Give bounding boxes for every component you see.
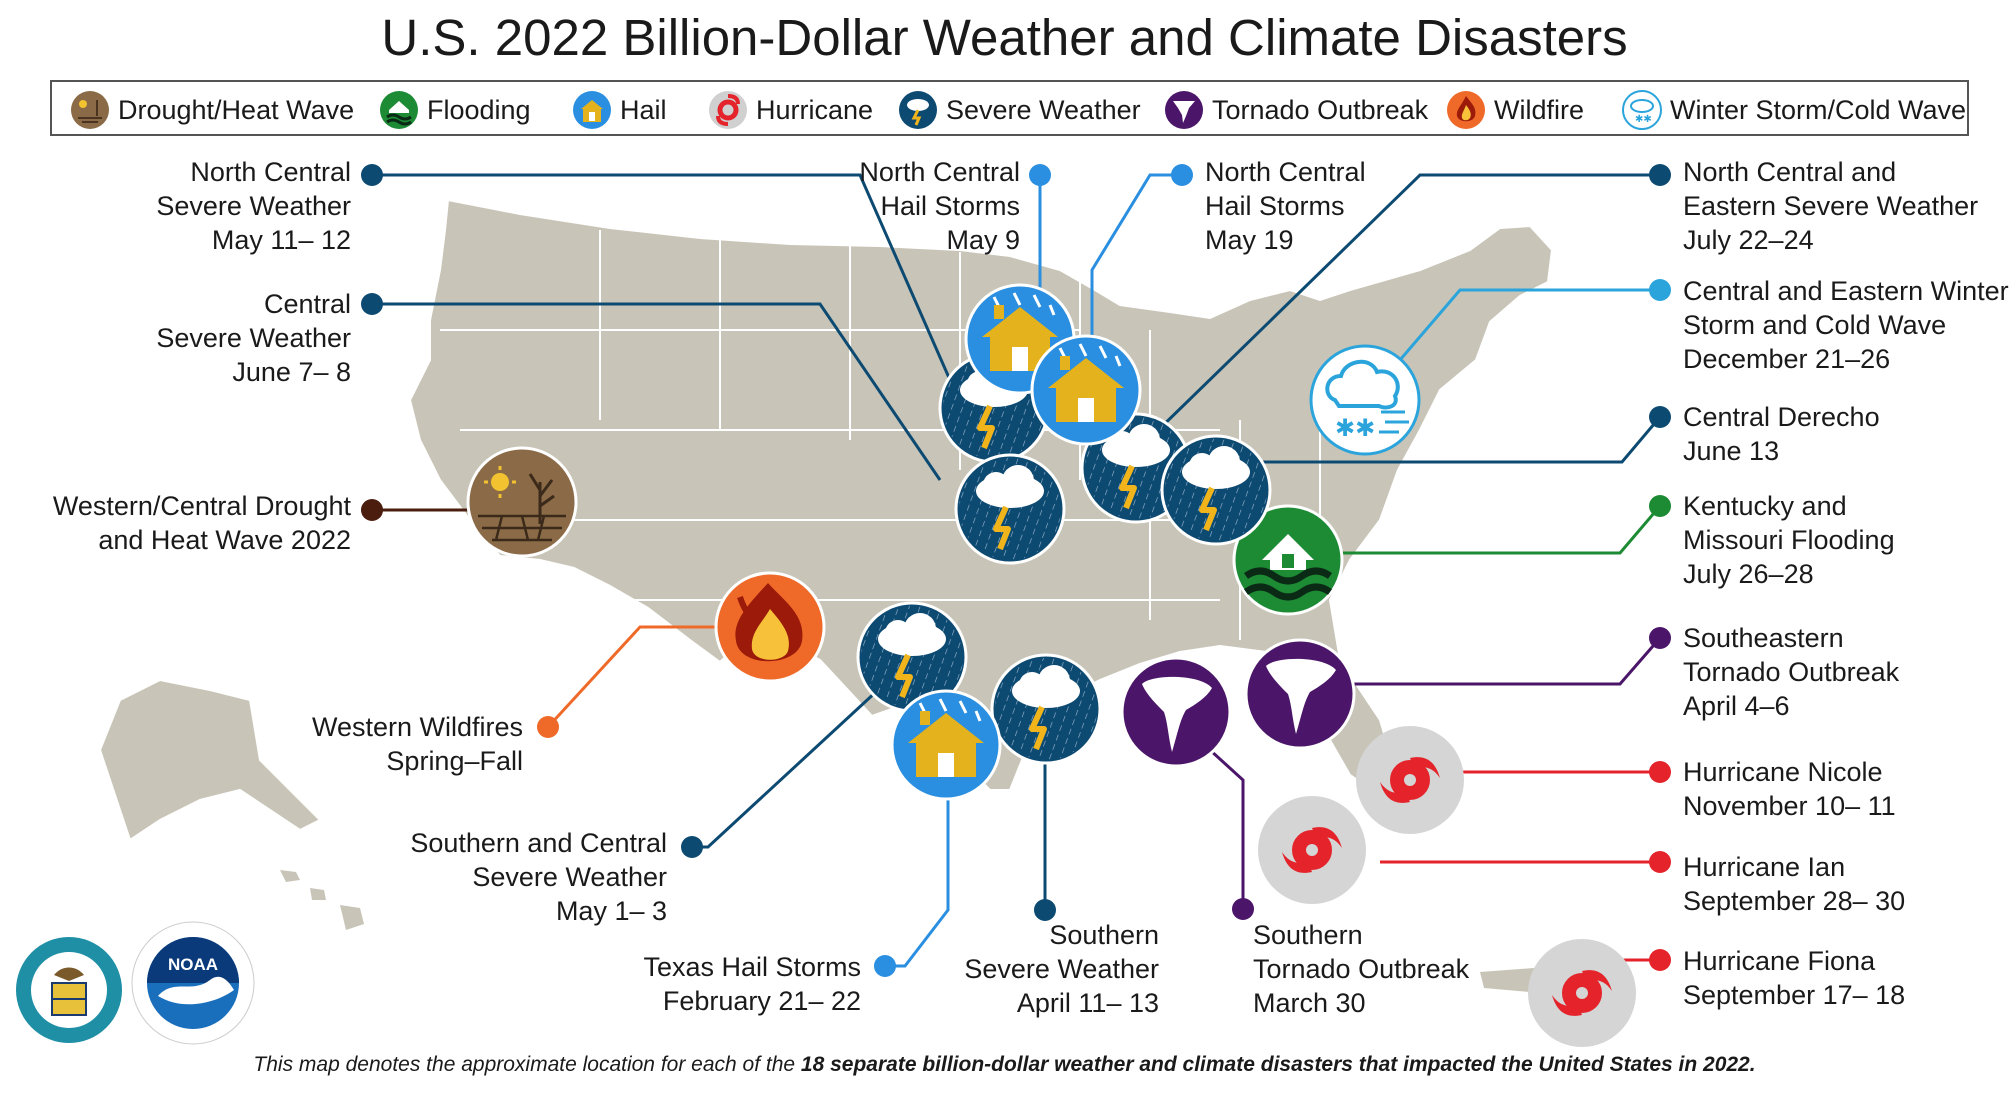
event-label-southern-tornado-outbreak: Southern Tornado Outbreak March 30	[1253, 920, 1470, 1018]
legend-label: Flooding	[427, 94, 531, 125]
legend-item-severe-weather: Severe Weather	[898, 88, 1141, 132]
alaska-land	[98, 678, 322, 842]
legend-item-hail: Hail	[572, 88, 667, 132]
event-label-hail-may-19: North Central Hail Storms May 19	[1205, 157, 1366, 255]
tornado-marker-southeastern	[1244, 638, 1356, 750]
event-label-texas-hail-storms: Texas Hail Storms February 21– 22	[643, 952, 861, 1016]
hail-marker-may-19	[1030, 334, 1142, 446]
hurricane-marker-ian	[1258, 796, 1366, 904]
event-label-kentucky-missouri-flooding: Kentucky and Missouri Flooding July 26–28	[1683, 491, 1895, 589]
legend-label: Hail	[620, 94, 667, 125]
wildfire-icon	[1447, 91, 1485, 129]
event-label-drought-heat-wave: Western/Central Drought and Heat Wave 202…	[52, 491, 351, 555]
event-label-north-central-severe-weather: North Central Severe Weather May 11– 12	[156, 157, 351, 255]
legend-label: Severe Weather	[946, 94, 1141, 125]
svg-text:NOAA: NOAA	[168, 955, 218, 974]
flooding-marker	[1232, 504, 1344, 616]
svg-text:✱✱: ✱✱	[1635, 114, 1652, 125]
event-label-hurricane-nicole: Hurricane Nicole November 10– 11	[1683, 757, 1896, 821]
severe-weather-marker-central-derecho	[1162, 436, 1270, 544]
severe-weather-marker-central	[956, 455, 1064, 563]
tornado-icon	[1165, 91, 1203, 129]
event-label-central-severe-weather: Central Severe Weather June 7– 8	[156, 289, 351, 387]
department-of-commerce-seal	[16, 937, 122, 1043]
noaa-seal: NOAA	[131, 921, 255, 1045]
legend-label: Wildfire	[1494, 94, 1585, 125]
drought-marker	[466, 446, 578, 558]
hurricane-marker-fiona	[1528, 939, 1636, 1047]
legend-label: Winter Storm/Cold Wave	[1670, 94, 1967, 125]
event-label-north-central-eastern-severe-weather: North Central and Eastern Severe Weather J…	[1683, 157, 1979, 255]
legend-item-flooding: Flooding	[379, 88, 531, 132]
event-label-central-derecho: Central Derecho June 13	[1683, 402, 1880, 466]
event-label-winter-storm: Central and Eastern Winter Storm and Cold…	[1683, 276, 2009, 374]
event-label-southern-central-severe-weather: Southern and Central Severe Weather May 1–…	[410, 828, 667, 926]
legend-item-hurricane: Hurricane	[708, 88, 873, 132]
hurricane-icon	[709, 91, 747, 129]
hail-marker-texas	[890, 689, 1002, 801]
legend-label: Drought/Heat Wave	[118, 94, 355, 125]
legend-item-winter-storm: ✱✱ Winter Storm/Cold Wave	[1622, 88, 1966, 132]
svg-text:✱✱: ✱✱	[1335, 414, 1375, 442]
legend-label: Hurricane	[756, 94, 874, 125]
legend-label: Tornado Outbreak	[1212, 94, 1429, 125]
severe-weather-icon	[899, 91, 937, 129]
event-label-southern-severe-weather: Southern Severe Weather April 11– 13	[964, 920, 1159, 1018]
tornado-marker-southern	[1120, 656, 1232, 768]
winter-storm-icon: ✱✱	[1622, 90, 1662, 130]
connector-dots	[361, 164, 1671, 977]
flooding-icon	[380, 91, 418, 129]
map-title: U.S. 2022 Billion-Dollar Weather and Cli…	[381, 9, 1628, 66]
hail-icon	[573, 91, 611, 129]
event-label-hurricane-ian: Hurricane Ian September 28– 30	[1683, 852, 1906, 916]
event-label-western-wildfires: Western Wildfires Spring–Fall	[311, 712, 523, 776]
legend: Drought/Heat Wave Flooding Hail Hurrican…	[50, 80, 1969, 136]
event-label-hurricane-fiona: Hurricane Fiona September 17– 18	[1683, 946, 1906, 1010]
legend-item-wildfire: Wildfire	[1446, 88, 1584, 132]
legend-item-tornado: Tornado Outbreak	[1164, 88, 1428, 132]
wildfire-marker	[714, 571, 826, 683]
drought-icon	[71, 91, 109, 129]
severe-weather-marker-southern	[992, 655, 1100, 763]
winter-storm-marker: ✱✱	[1309, 344, 1421, 456]
legend-item-drought: Drought/Heat Wave	[70, 88, 354, 132]
event-label-hail-may-9: North Central Hail Storms May 9	[859, 157, 1020, 255]
hurricane-marker-nicole	[1356, 726, 1464, 834]
hawaii-land	[280, 870, 364, 930]
event-label-southeastern-tornado-outbreak: Southeastern Tornado Outbreak April 4–6	[1683, 623, 1900, 721]
footnote: This map denotes the approximate locatio…	[253, 1053, 1756, 1076]
